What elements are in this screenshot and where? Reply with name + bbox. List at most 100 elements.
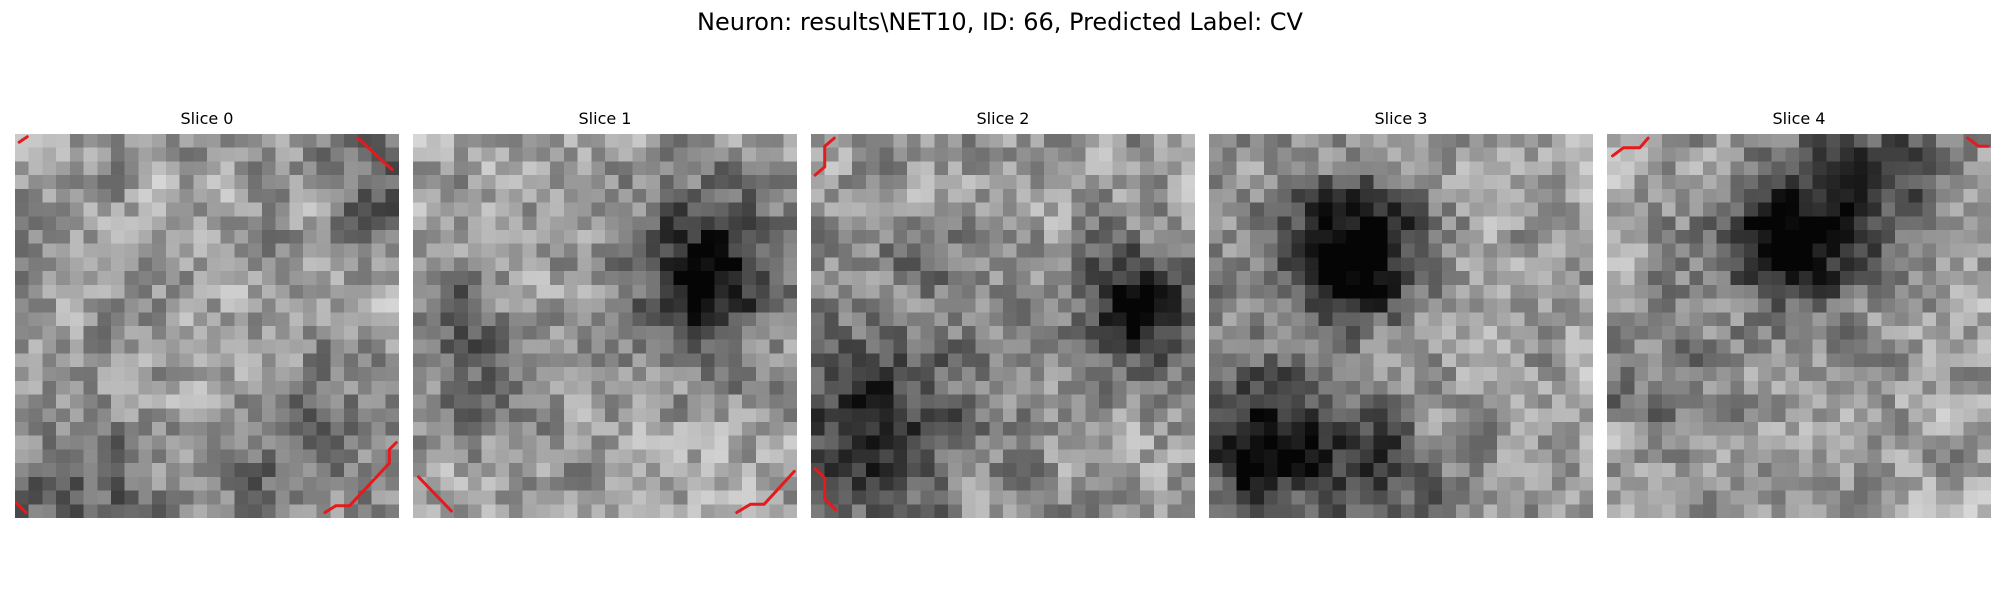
pixel: [1497, 449, 1512, 464]
pixel: [111, 449, 126, 464]
pixel: [481, 271, 496, 286]
pixel: [1867, 298, 1882, 313]
pixel: [1318, 339, 1333, 354]
pixel: [1057, 271, 1072, 286]
pixel: [1826, 298, 1841, 313]
pixel: [1963, 476, 1978, 491]
pixel: [824, 326, 839, 341]
pixel: [481, 504, 496, 518]
pixel: [755, 284, 770, 299]
pixel: [1181, 380, 1195, 395]
pixel: [426, 284, 441, 299]
pixel: [701, 339, 716, 354]
pixel: [1703, 326, 1718, 341]
pixel: [605, 216, 620, 231]
pixel: [1140, 367, 1155, 382]
pixel: [1016, 284, 1031, 299]
pixel: [1538, 435, 1553, 450]
pixel: [316, 463, 331, 478]
pixel: [138, 312, 153, 327]
pixel: [673, 463, 688, 478]
pixel: [1497, 161, 1512, 176]
pixel: [769, 243, 784, 258]
pixel: [28, 449, 43, 464]
pixel: [1126, 394, 1141, 409]
pixel: [742, 463, 757, 478]
pixel: [124, 312, 139, 327]
pixel: [948, 435, 963, 450]
pixel: [413, 202, 428, 217]
pixel: [1401, 463, 1416, 478]
pixel: [42, 408, 57, 423]
pixel: [344, 271, 359, 286]
pixel: [1428, 326, 1443, 341]
pixel: [1634, 230, 1649, 245]
pixel: [1483, 188, 1498, 203]
pixel: [755, 435, 770, 450]
pixel: [1936, 394, 1951, 409]
pixel: [344, 408, 359, 423]
pixel: [1963, 202, 1978, 217]
pixel: [357, 353, 372, 368]
pixel: [893, 490, 908, 505]
pixel: [1373, 449, 1388, 464]
pixel: [605, 449, 620, 464]
pixel: [1538, 298, 1553, 313]
pixel: [1373, 476, 1388, 491]
pixel: [563, 243, 578, 258]
pixel: [179, 147, 194, 162]
pixel: [1949, 271, 1964, 286]
pixel: [289, 380, 304, 395]
pixel: [755, 367, 770, 382]
pixel: [371, 161, 386, 176]
pixel: [852, 243, 867, 258]
pixel: [1236, 476, 1251, 491]
pixel: [1867, 188, 1882, 203]
pixel: [907, 284, 922, 299]
pixel: [289, 257, 304, 272]
pixel: [316, 134, 331, 149]
pixel: [1332, 312, 1347, 327]
pixel: [1099, 312, 1114, 327]
pixel: [15, 202, 30, 217]
pixel: [1346, 339, 1361, 354]
pixel: [1812, 147, 1827, 162]
pixel: [811, 175, 826, 190]
pixel: [1318, 147, 1333, 162]
pixel: [413, 435, 428, 450]
pixel: [907, 476, 922, 491]
pixel: [536, 243, 551, 258]
pixel: [1030, 161, 1045, 176]
pixel: [632, 463, 647, 478]
pixel: [234, 394, 249, 409]
pixel: [467, 449, 482, 464]
pixel: [783, 504, 797, 518]
pixel: [1332, 175, 1347, 190]
pixel: [1703, 216, 1718, 231]
pixel: [1071, 202, 1086, 217]
pixel: [1771, 147, 1786, 162]
pixel: [1840, 408, 1855, 423]
pixel: [550, 408, 565, 423]
pixel: [1634, 188, 1649, 203]
pixel: [714, 298, 729, 313]
pixel: [495, 216, 510, 231]
pixel: [522, 284, 537, 299]
pixel: [1236, 367, 1251, 382]
pixel: [769, 284, 784, 299]
pixel: [42, 284, 57, 299]
pixel: [1112, 353, 1127, 368]
pixel: [577, 147, 592, 162]
pixel: [961, 216, 976, 231]
pixel: [522, 188, 537, 203]
pixel: [838, 449, 853, 464]
pixel: [1826, 408, 1841, 423]
pixel: [687, 312, 702, 327]
pixel: [1730, 490, 1745, 505]
pixel: [728, 490, 743, 505]
pixel: [824, 216, 839, 231]
pixel: [440, 298, 455, 313]
pixel: [1963, 243, 1978, 258]
pixel: [1016, 380, 1031, 395]
pixel: [1209, 161, 1224, 176]
